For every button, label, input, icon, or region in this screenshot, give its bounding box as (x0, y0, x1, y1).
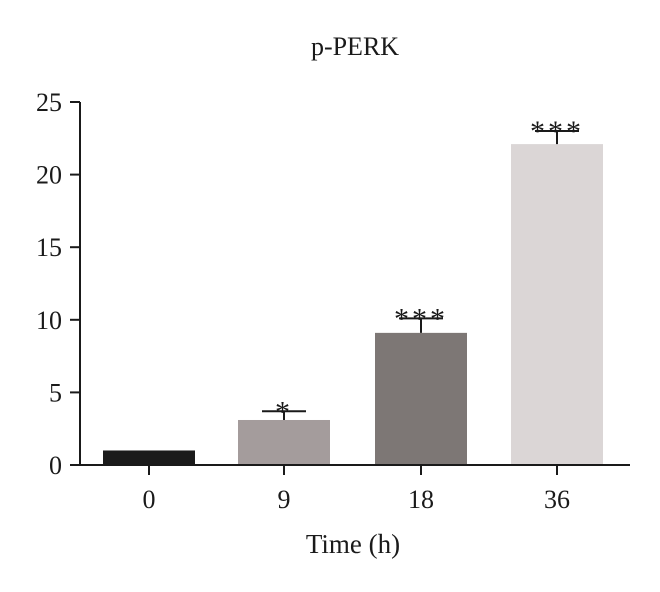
x-tick-label-18: 18 (408, 485, 434, 514)
bar-18 (375, 332, 467, 465)
y-tick-label-5: 5 (49, 378, 62, 407)
x-tick-label-0: 0 (143, 485, 156, 514)
y-tick-label-0: 0 (49, 451, 62, 480)
y-tick-label-20: 20 (36, 161, 62, 190)
x-axis-label: Time (h) (306, 529, 400, 559)
x-tick-label-9: 9 (278, 485, 291, 514)
significance-mark-9: * (275, 395, 293, 428)
significance-mark-18: *** (394, 302, 448, 335)
y-tick-label-10: 10 (36, 306, 62, 335)
significance-mark-36: *** (530, 115, 584, 148)
y-tick-label-25: 25 (36, 88, 62, 117)
bar-0 (103, 450, 195, 465)
bar-9 (238, 419, 330, 465)
y-tick-label-15: 15 (36, 233, 62, 262)
x-tick-label-36: 36 (544, 485, 570, 514)
chart-title: p-PERK (311, 32, 399, 61)
bar-36 (511, 144, 603, 465)
